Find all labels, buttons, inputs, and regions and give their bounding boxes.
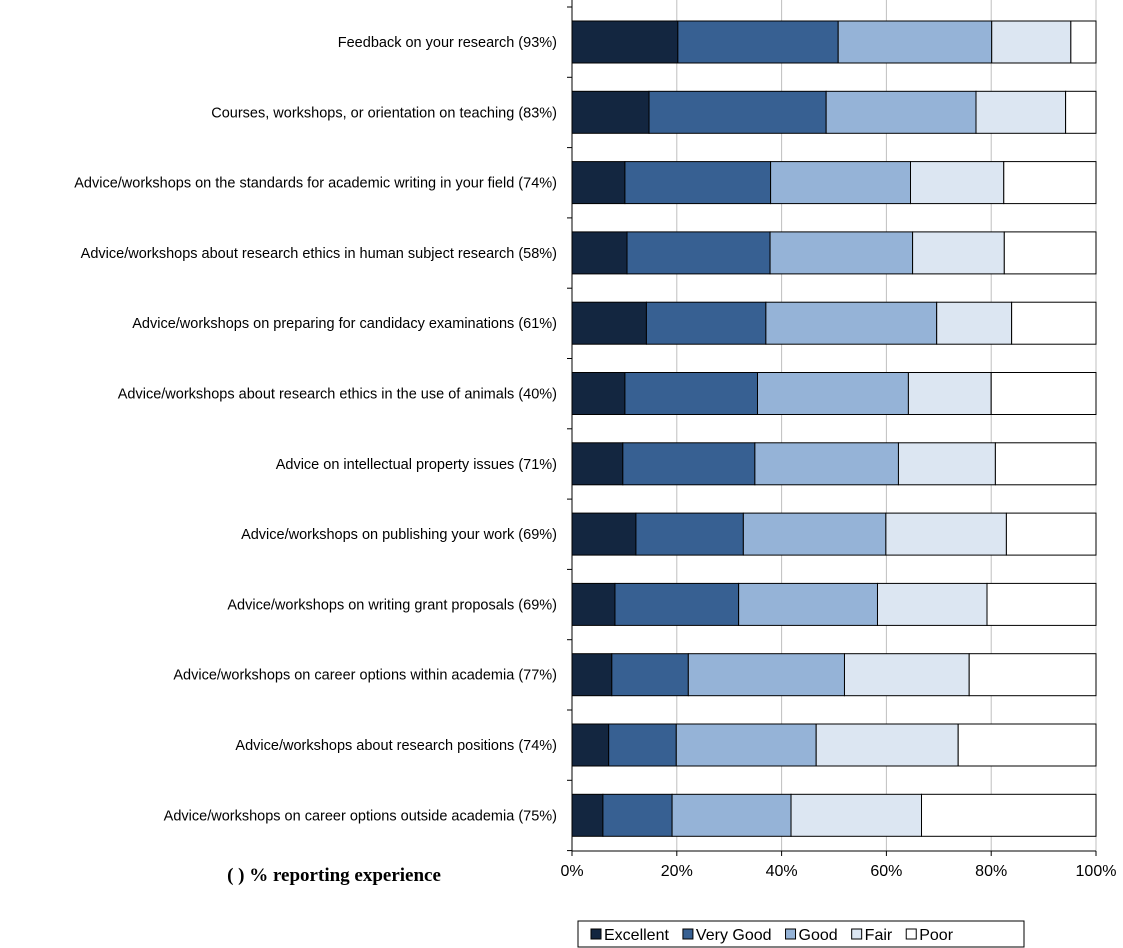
bar-segment-good (770, 161, 912, 205)
x-tick-label: 60% (870, 863, 902, 880)
legend-label-very-good: Very Good (696, 927, 772, 944)
bar-segment-excellent (571, 90, 650, 134)
reporting-experience-note: ( ) % reporting experience (227, 865, 441, 886)
category-label: Courses, workshops, or orientation on te… (211, 105, 557, 121)
category-label: Advice/workshops on career options withi… (173, 668, 557, 684)
category-label: Advice/workshops about research ethics i… (118, 387, 557, 403)
bar-segment-fair (991, 20, 1072, 64)
category-label: Advice/workshops about research ethics i… (81, 246, 557, 262)
bar-segment-fair (975, 90, 1067, 134)
bar-segment-poor (1065, 90, 1097, 134)
bar-segment-fair (885, 512, 1007, 556)
axes (567, 0, 1097, 856)
bar-segment-good (738, 582, 878, 626)
bar-segment-excellent (571, 512, 637, 556)
bar-segment-poor (986, 582, 1097, 626)
bar-segment-excellent (571, 301, 647, 345)
legend-label-good: Good (799, 927, 838, 944)
bar-segment-fair (936, 301, 1013, 345)
bar-segment-very-good (624, 161, 772, 205)
bar-segment-poor (1011, 301, 1097, 345)
bar-segment-good (757, 372, 909, 415)
bar-segment-good (675, 723, 817, 767)
bar-segment-excellent (571, 372, 626, 415)
bar-segment-good (742, 512, 887, 556)
legend-label-fair: Fair (865, 927, 893, 944)
category-label: Advice on intellectual property issues (… (276, 457, 557, 473)
bar-segment-fair (910, 161, 1005, 205)
bar-segment-very-good (635, 512, 744, 556)
category-label: Advice/workshops on career options outsi… (164, 808, 557, 824)
bar-segment-poor (1003, 231, 1097, 275)
bar-segment-good (754, 442, 899, 486)
category-label: Advice/workshops on preparing for candid… (132, 316, 557, 332)
legend-swatch-fair (851, 928, 863, 940)
legend-swatch-excellent (590, 928, 602, 940)
category-label: Advice/workshops on publishing your work… (241, 527, 557, 543)
bar-segment-very-good (626, 231, 771, 275)
category-label: Advice/workshops on the standards for ac… (74, 176, 557, 192)
x-tick-label: 20% (661, 863, 693, 880)
bar-segment-poor (1005, 512, 1097, 556)
bar-segment-fair (876, 582, 988, 626)
bar-segment-fair (815, 723, 959, 767)
bar-segment-good (687, 653, 845, 697)
bar-segment-poor (968, 653, 1097, 697)
bar-segment-poor (921, 793, 1097, 837)
bar-segment-excellent (571, 231, 628, 275)
bar-segment-fair (843, 653, 970, 697)
bar-segment-fair (912, 231, 1005, 275)
gridlines (676, 0, 1097, 851)
x-tick-labels: 0% 20% 40% 60% 80% 100% (560, 863, 1116, 880)
x-tick-label: 80% (975, 863, 1007, 880)
bars (571, 20, 1097, 837)
x-tick-label: 100% (1076, 863, 1117, 880)
legend-swatch-very-good (682, 928, 694, 940)
bar-segment-poor (957, 723, 1097, 767)
bar-segment-fair (897, 442, 996, 486)
x-tick-label: 40% (766, 863, 798, 880)
bar-segment-very-good (624, 372, 758, 415)
bar-segment-very-good (608, 723, 677, 767)
legend-swatch-good (785, 928, 797, 940)
category-label: Feedback on your research (93%) (338, 35, 557, 51)
category-label: Advice/workshops on writing grant propos… (227, 597, 557, 613)
bar-segment-excellent (571, 653, 613, 697)
category-label: Advice/workshops about research position… (235, 738, 557, 754)
bar-segment-excellent (571, 793, 604, 837)
bar-segment-very-good (602, 793, 673, 837)
bar-segment-poor (994, 442, 1097, 486)
bar-segment-very-good (677, 20, 839, 64)
bar-segment-good (769, 231, 914, 275)
legend-label-poor: Poor (919, 927, 953, 944)
bar-segment-poor (1070, 20, 1097, 64)
bar-segment-fair (790, 793, 923, 837)
legend-label-excellent: Excellent (604, 927, 669, 944)
legend-box (577, 920, 1025, 948)
bar-segment-excellent (571, 20, 679, 64)
bar-segment-very-good (648, 90, 827, 134)
bar-segment-good (671, 793, 792, 837)
bar-segment-very-good (614, 582, 740, 626)
legend-swatch-poor (905, 928, 917, 940)
bar-segment-poor (1003, 161, 1097, 205)
category-labels: Feedback on your research (93%) Courses, … (74, 35, 557, 824)
bar-segment-excellent (571, 161, 626, 205)
legend: Excellent Very Good Good Fair Poor (577, 920, 1025, 948)
bar-segment-very-good (622, 442, 756, 486)
bar-segment-good (765, 301, 938, 345)
bar-segment-very-good (611, 653, 689, 697)
bar-segment-poor (990, 372, 1097, 415)
x-tick-label: 0% (560, 863, 583, 880)
bar-segment-excellent (571, 582, 616, 626)
bar-segment-fair (907, 372, 992, 415)
bar-segment-excellent (571, 442, 624, 486)
bar-segment-excellent (571, 723, 610, 767)
bar-segment-very-good (645, 301, 767, 345)
bar-segment-good (837, 20, 993, 64)
bar-segment-good (825, 90, 977, 134)
